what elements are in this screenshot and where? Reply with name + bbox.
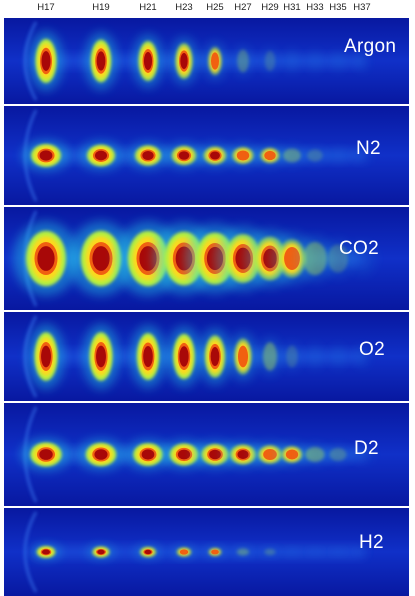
far-field-image — [4, 18, 409, 104]
harmonic-spot — [126, 141, 170, 170]
harmonic-spot — [330, 548, 346, 556]
harmonic-spot — [299, 444, 331, 465]
harmonic-spot — [30, 544, 62, 560]
harmonic-spot — [87, 544, 115, 560]
harmonic-label-h33: H33 — [306, 2, 324, 13]
harmonic-spot — [13, 221, 79, 296]
harmonic-spot — [27, 323, 65, 390]
harmonic-spot — [306, 342, 324, 371]
harmonic-spot — [326, 148, 350, 163]
gas-panel-argon: Argon — [4, 18, 409, 104]
harmonic-spot — [324, 445, 352, 464]
gas-panel-o2: O2 — [4, 312, 409, 401]
harmonic-spot — [29, 31, 63, 91]
harmonic-spot — [225, 144, 261, 167]
harmonic-spot — [261, 547, 279, 557]
harmonic-spot — [160, 439, 208, 470]
harmonic-spot — [321, 239, 355, 278]
harmonic-spot — [302, 147, 328, 164]
harmonic-spot — [330, 49, 346, 73]
gas-label: CO2 — [339, 238, 379, 259]
harmonic-spot — [132, 34, 164, 88]
harmonic-label-h25: H25 — [206, 2, 224, 13]
harmonic-spot — [78, 141, 124, 170]
harmonic-label-h31: H31 — [283, 2, 301, 13]
harmonic-spot — [329, 343, 347, 370]
harmonic-spot — [76, 438, 126, 471]
far-field-image — [4, 106, 409, 205]
harmonic-spot — [134, 545, 162, 559]
harmonic-spot — [295, 235, 335, 282]
harmonic-label-h37: H37 — [353, 2, 371, 13]
gas-label: Argon — [344, 36, 397, 57]
harmonic-spot — [274, 443, 310, 466]
gas-panel-d2: D2 — [4, 403, 409, 506]
harmonic-spot — [261, 47, 279, 75]
harmonic-label-h35: H35 — [329, 2, 347, 13]
harmonic-spot — [284, 48, 300, 74]
harmonic-label-h17: H17 — [37, 2, 55, 13]
harmonic-order-header: H17 H19 H21 H23 H25 H27 H29 H31 H33 H35 H37 — [0, 0, 415, 18]
harmonic-spot — [349, 446, 375, 463]
gas-label: D2 — [354, 438, 379, 459]
gas-panel-h2: H2 — [4, 508, 409, 596]
far-field-image — [4, 312, 409, 401]
harmonic-spot — [354, 548, 370, 556]
harmonic-spot — [228, 332, 258, 381]
harmonic-spot — [68, 221, 134, 296]
harmonic-spot — [282, 341, 302, 372]
harmonic-label-h23: H23 — [175, 2, 193, 13]
harmonic-spot — [347, 241, 377, 276]
harmonic-spot — [124, 439, 172, 470]
harmonic-spot — [82, 323, 120, 390]
harmonic-label-h21: H21 — [139, 2, 157, 13]
far-field-image — [4, 207, 409, 310]
harmonic-spot — [129, 324, 167, 389]
harmonic-spot — [166, 325, 202, 388]
harmonic-spot — [233, 547, 253, 557]
harmonic-spot — [233, 45, 253, 77]
harmonic-spot — [253, 145, 287, 166]
harmonic-spot — [307, 548, 323, 556]
far-field-image — [4, 403, 409, 506]
harmonic-spot — [20, 438, 72, 471]
gas-panel-co2: CO2 — [4, 207, 409, 310]
harmonic-spot — [21, 140, 71, 171]
harmonic-spot — [198, 327, 232, 386]
harmonic-spot — [307, 49, 323, 73]
harmonic-spot — [354, 343, 370, 370]
far-field-image — [4, 508, 409, 596]
harmonic-label-h29: H29 — [261, 2, 279, 13]
gas-label: H2 — [359, 532, 384, 553]
harmonic-spot — [258, 337, 282, 376]
harmonic-spot — [354, 49, 370, 73]
harmonic-spot — [172, 546, 196, 558]
harmonic-label-h27: H27 — [234, 2, 252, 13]
harmonic-label-h19: H19 — [92, 2, 110, 13]
gas-label: O2 — [359, 339, 385, 360]
harmonic-spot — [203, 41, 227, 81]
harmonic-spot — [196, 143, 234, 168]
harmonic-spot — [204, 546, 226, 558]
harmonic-spot — [84, 32, 118, 90]
harmonic-spot — [163, 142, 205, 169]
gas-panel-n2: N2 — [4, 106, 409, 205]
gas-label: N2 — [356, 138, 381, 159]
harmonic-spot — [222, 441, 264, 468]
harmonic-spot — [277, 146, 307, 165]
harmonic-spot — [170, 36, 198, 86]
harmonic-spot — [283, 548, 301, 556]
harmonic-spot — [351, 148, 373, 163]
